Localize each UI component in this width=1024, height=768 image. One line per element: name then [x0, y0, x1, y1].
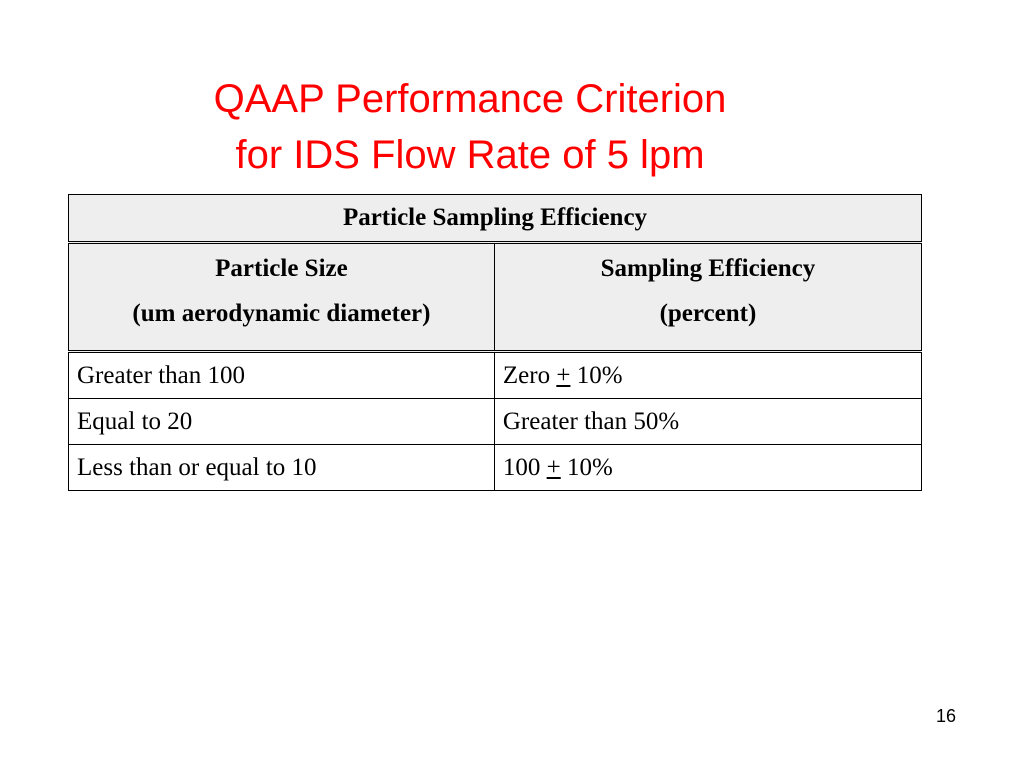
table-row: Less than or equal to 10 100 + 10% — [68, 444, 923, 491]
table-caption-row: Particle Sampling Efficiency — [68, 194, 922, 244]
slide-title-line2: for IDS Flow Rate of 5 lpm — [235, 133, 705, 177]
efficiency-text: Zero — [502, 361, 557, 389]
slide-title-line1: QAAP Performance Criterion — [213, 77, 727, 121]
efficiency-text: 100 — [502, 453, 547, 481]
table-caption: Particle Sampling Efficiency — [68, 194, 922, 244]
header-sampling-efficiency-line2: (percent) — [659, 300, 757, 327]
sampling-efficiency-table: Particle Sampling Efficiency Particle Si… — [68, 194, 923, 491]
header-particle-size-line2: (um aerodynamic diameter) — [132, 300, 431, 327]
table-header-row: Particle Size (um aerodynamic diameter) … — [68, 242, 923, 353]
header-particle-size: Particle Size (um aerodynamic diameter) — [68, 242, 495, 353]
cell-particle-size: Greater than 100 — [68, 351, 495, 399]
page-number: 16 — [936, 706, 957, 726]
cell-particle-size: Less than or equal to 10 — [68, 444, 495, 491]
table-row: Greater than 100 Zero + 10% — [68, 351, 923, 399]
header-sampling-efficiency-line1: Sampling Efficiency — [600, 255, 816, 282]
header-particle-size-line1: Particle Size — [215, 255, 348, 282]
efficiency-tolerance: 10% — [560, 453, 613, 481]
plus-minus-symbol: + — [556, 361, 571, 389]
efficiency-text: Greater than 50% — [502, 407, 680, 435]
table-row: Equal to 20 Greater than 50% — [68, 398, 923, 445]
efficiency-tolerance: 10% — [570, 361, 623, 389]
cell-sampling-efficiency: Zero + 10% — [493, 351, 923, 399]
cell-sampling-efficiency: Greater than 50% — [493, 398, 923, 445]
header-sampling-efficiency: Sampling Efficiency (percent) — [493, 242, 923, 353]
cell-sampling-efficiency: 100 + 10% — [493, 444, 923, 491]
cell-particle-size: Equal to 20 — [68, 398, 495, 445]
plus-minus-symbol: + — [546, 453, 561, 481]
